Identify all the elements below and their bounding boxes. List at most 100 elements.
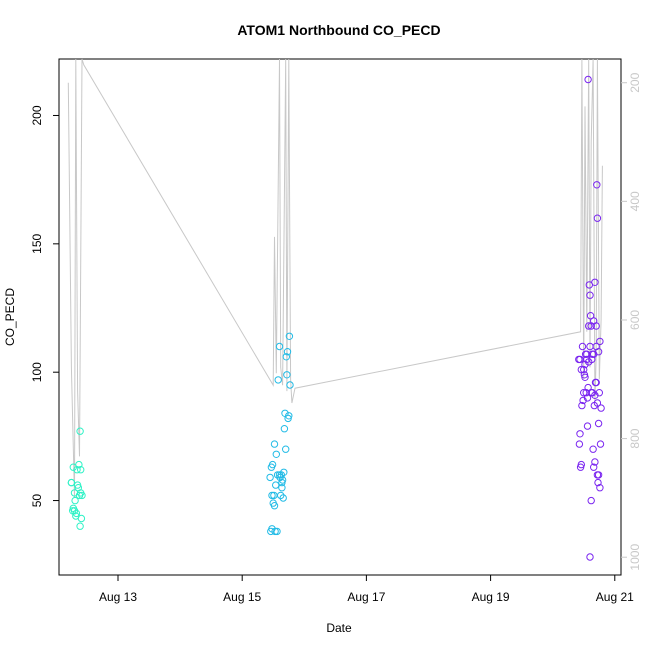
data-point: [268, 491, 276, 500]
y2-line-layer: [67, 58, 603, 498]
data-point: [592, 342, 600, 351]
y2-tick-label: 400: [628, 191, 642, 211]
data-point: [592, 378, 600, 387]
data-point: [593, 214, 602, 222]
data-point: [286, 381, 294, 389]
data-point: [587, 496, 595, 505]
data-point: [589, 445, 597, 453]
data-point: [577, 365, 585, 374]
y2-tick-label: 200: [628, 72, 642, 92]
y-tick-label: 50: [30, 494, 44, 508]
data-point: [578, 401, 586, 410]
x-tick-label: Aug 13: [99, 590, 137, 604]
y2-series-line: [67, 58, 603, 498]
data-point: [594, 471, 603, 479]
data-point: [585, 322, 593, 330]
points-layer: [67, 75, 605, 561]
data-point: [274, 376, 282, 384]
data-point: [72, 509, 81, 518]
data-point: [593, 399, 602, 407]
data-point: [586, 291, 594, 299]
data-point: [283, 371, 291, 379]
data-point: [275, 471, 284, 479]
y-axis-label: CO_PECD: [3, 288, 17, 346]
y2-tick-label: 1000: [628, 544, 642, 571]
data-point: [583, 355, 591, 364]
data-point: [578, 342, 587, 351]
data-point: [596, 484, 604, 492]
chart-title: ATOM1 Northbound CO_PECD: [237, 22, 440, 38]
data-point: [279, 494, 287, 502]
data-point: [583, 422, 592, 430]
data-point: [580, 389, 588, 397]
data-point: [586, 553, 594, 561]
y2-tick-label: 800: [628, 428, 642, 448]
y-tick-label: 150: [30, 234, 44, 254]
data-point: [591, 458, 599, 466]
data-point: [270, 491, 278, 500]
data-point: [594, 478, 602, 487]
data-point: [593, 181, 601, 189]
data-point: [75, 460, 83, 469]
data-point: [576, 463, 585, 471]
data-point: [272, 481, 280, 489]
data-point: [596, 337, 604, 346]
x-tick-label: Aug 19: [472, 590, 510, 604]
data-point: [273, 471, 282, 479]
plot-frame: [58, 58, 622, 576]
data-point: [272, 450, 280, 458]
data-point: [273, 527, 281, 536]
data-point: [76, 427, 84, 435]
data-point: [587, 389, 595, 397]
data-point: [268, 460, 277, 469]
x-axis: Aug 13 Aug 15 Aug 17 Aug 19 Aug 21: [99, 575, 634, 604]
x-axis-label: Date: [326, 621, 352, 635]
data-point: [270, 502, 279, 510]
data-point: [590, 463, 598, 471]
data-point: [583, 394, 592, 402]
data-point: [78, 491, 86, 500]
data-point: [71, 496, 79, 505]
y-tick-label: 200: [30, 105, 44, 125]
data-point: [76, 522, 84, 530]
data-point: [70, 489, 79, 497]
data-point: [581, 373, 589, 381]
data-point: [282, 353, 290, 361]
data-point: [576, 430, 584, 438]
x-tick-label: Aug 21: [596, 590, 634, 604]
data-point: [579, 396, 587, 405]
y2-tick-label: 600: [628, 310, 642, 330]
data-point: [580, 365, 588, 374]
data-point: [67, 478, 76, 487]
data-point: [591, 278, 599, 286]
data-point: [73, 466, 81, 474]
y2-axis: 200 400 600 800 1000: [621, 72, 642, 571]
data-point: [278, 484, 286, 492]
data-point: [77, 466, 85, 474]
data-point: [597, 404, 605, 412]
data-point: [590, 317, 598, 325]
data-point: [285, 332, 294, 340]
y-tick-label: 100: [30, 362, 44, 382]
data-point: [595, 389, 603, 397]
data-point: [584, 75, 592, 84]
data-point: [270, 440, 279, 448]
data-point: [280, 425, 289, 433]
data-point: [77, 514, 86, 523]
x-tick-label: Aug 17: [347, 590, 385, 604]
x-tick-label: Aug 15: [223, 590, 261, 604]
data-point: [69, 507, 77, 515]
data-point: [588, 350, 597, 358]
data-point: [266, 473, 274, 482]
data-point: [278, 478, 286, 487]
data-point: [275, 342, 284, 351]
y-axis: 50 100 150 200: [30, 105, 59, 507]
data-point: [594, 419, 603, 428]
data-point: [575, 440, 584, 448]
data-point: [284, 414, 292, 423]
data-point: [581, 360, 589, 369]
data-point: [588, 355, 596, 364]
data-point: [283, 348, 292, 356]
data-point: [596, 440, 605, 448]
